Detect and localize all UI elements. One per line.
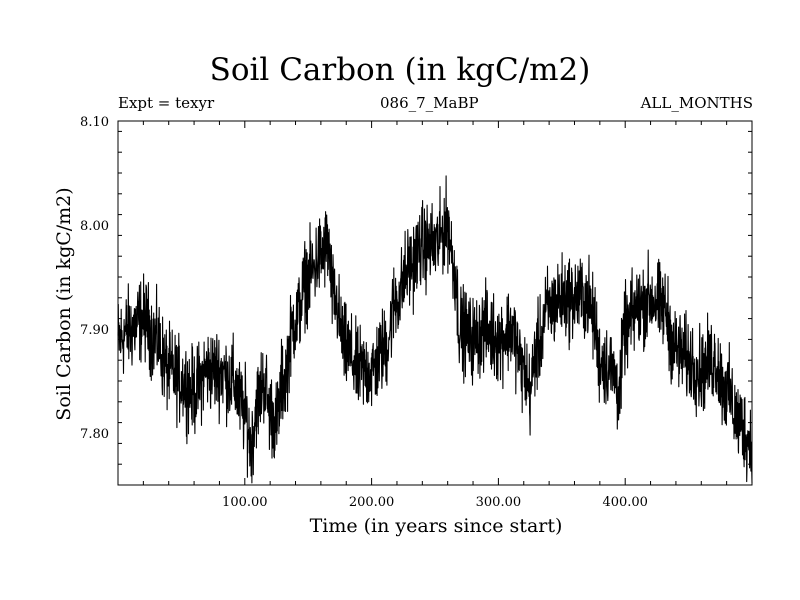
x-tick-label: 400.00 [602,495,648,510]
series-line [117,175,753,484]
plot-frame [117,120,753,486]
series-layer [117,175,753,484]
dataset-label: 086_7_MaBP [380,94,479,112]
x-axis-label: Time (in years since start) [309,515,563,537]
chart-title: Soil Carbon (in kgC/m2) [209,52,591,88]
months-label: ALL_MONTHS [640,94,753,112]
x-tick-label: 100.00 [222,495,268,510]
y-tick-label: 8.00 [80,219,109,234]
y-tick-label: 7.90 [80,323,109,338]
x-tick-label: 200.00 [349,495,395,510]
ticks-layer: 100.00 200.00 300.00 400.00 7.80 7.90 8.00 8.10 [80,115,752,510]
x-tick-label: 300.00 [476,495,522,510]
experiment-label: Expt = texyr [118,94,215,112]
y-tick-label: 8.10 [80,115,109,130]
y-tick-label: 7.80 [80,427,109,442]
